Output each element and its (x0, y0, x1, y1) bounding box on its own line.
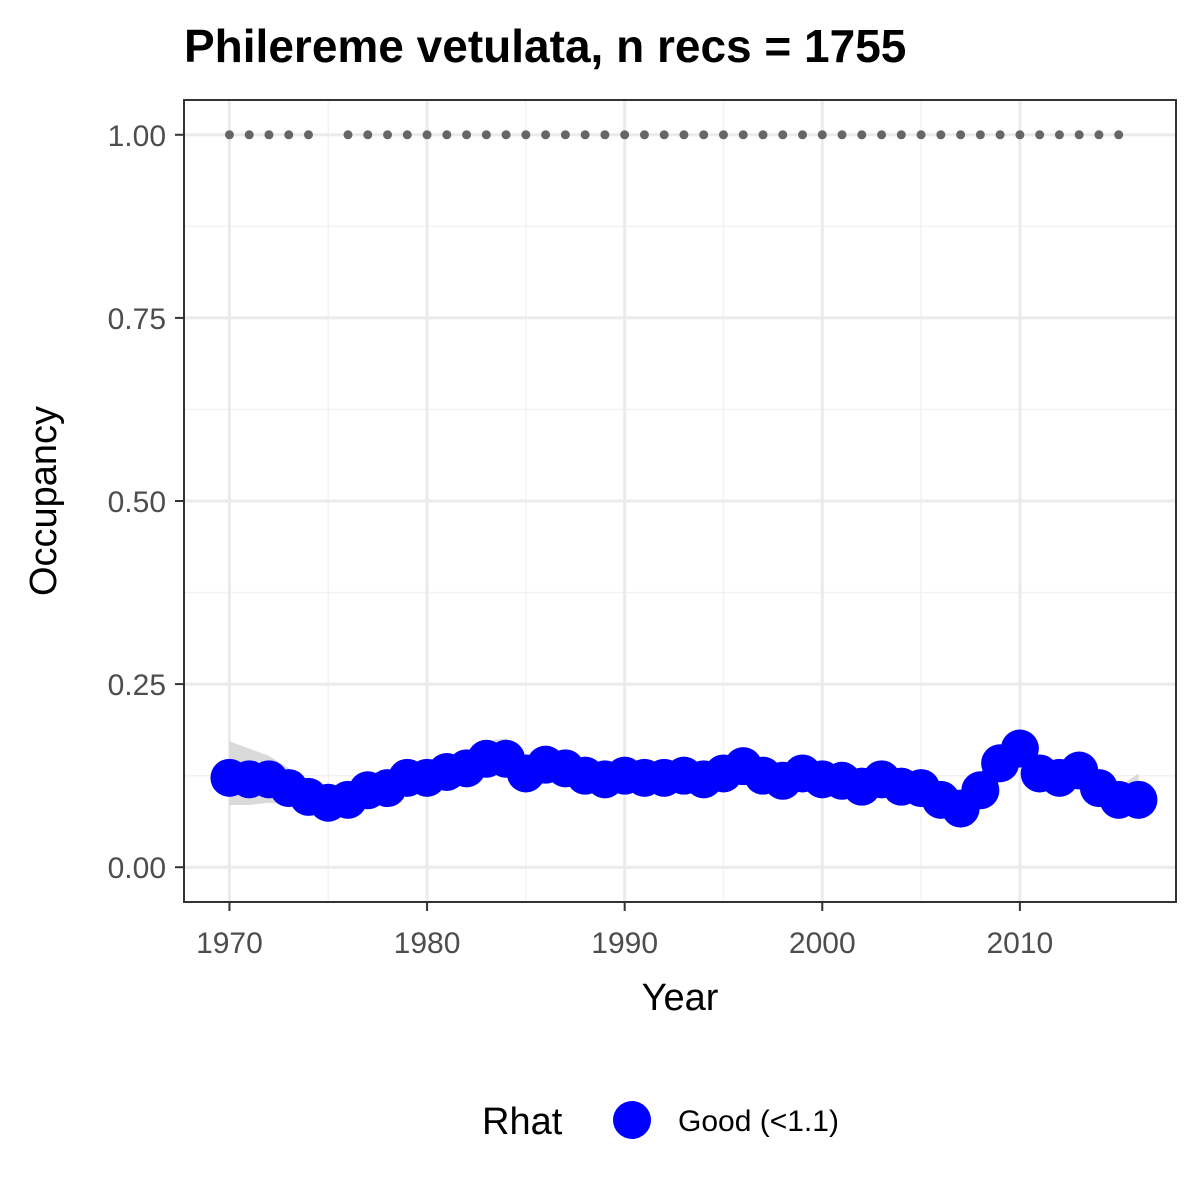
record-marker (699, 130, 709, 140)
y-axis-title: Occupancy (23, 406, 65, 596)
record-marker (422, 130, 432, 140)
record-marker (778, 130, 788, 140)
record-marker (956, 130, 966, 140)
record-marker (521, 130, 531, 140)
record-marker (718, 130, 728, 140)
chart-title: Philereme vetulata, n recs = 1755 (184, 20, 906, 72)
record-marker (1094, 130, 1104, 140)
y-tick-label: 0.50 (108, 486, 166, 519)
record-marker (383, 130, 393, 140)
record-marker (284, 130, 294, 140)
x-tick-label: 2000 (789, 927, 856, 960)
x-tick-label: 2010 (987, 927, 1054, 960)
x-axis-title: Year (642, 977, 719, 1019)
y-tick-label: 0.75 (108, 303, 166, 336)
record-marker (303, 130, 313, 140)
record-marker (936, 130, 946, 140)
record-marker (501, 130, 511, 140)
legend-key-good (613, 1101, 651, 1139)
record-marker (264, 130, 274, 140)
record-marker (837, 130, 847, 140)
record-marker (481, 130, 491, 140)
record-year-markers (224, 130, 1124, 140)
record-marker (896, 130, 906, 140)
record-marker (442, 130, 452, 140)
record-marker (1074, 130, 1084, 140)
record-marker (738, 130, 748, 140)
occupancy-point (1119, 780, 1158, 819)
record-marker (580, 130, 590, 140)
record-marker (343, 130, 353, 140)
record-marker (639, 130, 649, 140)
legend: Rhat Good (<1.1) (482, 1101, 839, 1143)
record-marker (995, 130, 1005, 140)
record-marker (1035, 130, 1045, 140)
grid-major (184, 100, 1176, 902)
y-tick-label: 1.00 (108, 120, 166, 153)
record-marker (877, 130, 887, 140)
record-marker (1054, 130, 1064, 140)
record-marker (1015, 130, 1025, 140)
legend-title: Rhat (482, 1101, 563, 1143)
record-marker (244, 130, 254, 140)
legend-label-good: Good (<1.1) (678, 1105, 839, 1138)
record-marker (817, 130, 827, 140)
plot-area (183, 99, 1177, 903)
record-marker (600, 130, 610, 140)
record-marker (224, 130, 234, 140)
record-marker (363, 130, 373, 140)
x-tick-label: 1990 (591, 927, 658, 960)
y-axis: 0.00 0.25 0.50 0.75 1.00 (108, 120, 184, 885)
record-marker (541, 130, 551, 140)
occupancy-point (961, 771, 1000, 810)
occupancy-points (210, 729, 1158, 828)
x-tick-label: 1980 (394, 927, 461, 960)
record-marker (659, 130, 669, 140)
record-marker (916, 130, 926, 140)
record-marker (857, 130, 867, 140)
y-tick-label: 0.25 (108, 669, 166, 702)
record-marker (1114, 130, 1124, 140)
y-tick-label: 0.00 (108, 852, 166, 885)
record-marker (402, 130, 412, 140)
record-marker (975, 130, 985, 140)
x-axis: 1970 1980 1990 2000 2010 (196, 902, 1053, 960)
record-marker (758, 130, 768, 140)
record-marker (462, 130, 472, 140)
record-marker (798, 130, 808, 140)
record-marker (679, 130, 689, 140)
x-tick-label: 1970 (196, 927, 263, 960)
record-marker (560, 130, 570, 140)
record-marker (620, 130, 630, 140)
